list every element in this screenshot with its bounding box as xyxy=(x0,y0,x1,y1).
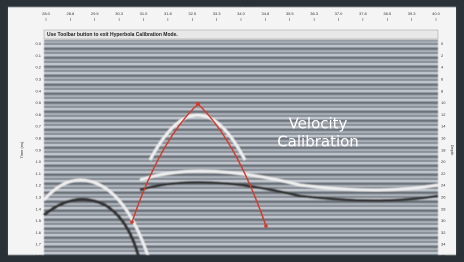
end-point xyxy=(264,224,268,228)
radargram xyxy=(44,40,438,262)
right-tick-label: 12 xyxy=(441,112,446,117)
screenshot: Position (m) 28.028.829.530.331.031.832.… xyxy=(0,0,464,262)
left-tick-label: 0.0 xyxy=(35,41,41,46)
left-tick-label: 1.5 xyxy=(35,218,41,223)
left-tick-label: 1.0 xyxy=(35,159,41,164)
left-tick-label: 0.5 xyxy=(35,100,41,105)
top-tick-label: 37.8 xyxy=(359,11,368,16)
top-tick-label: 39.3 xyxy=(408,11,417,16)
right-tick-label: 32 xyxy=(441,230,446,235)
top-tick-label: 32.5 xyxy=(188,11,197,16)
left-tick-label: 1.3 xyxy=(35,194,41,199)
right-tick-label: 20 xyxy=(441,159,446,164)
top-tick-label: 36.3 xyxy=(310,11,319,16)
right-tick-label: 24 xyxy=(441,183,446,188)
right-tick-label: 18 xyxy=(441,147,446,152)
page: {"window": { "axis_title_top": "Position… xyxy=(0,0,464,262)
top-tick-label: 35.5 xyxy=(286,11,295,16)
top-tick-label: 33.3 xyxy=(213,11,222,16)
left-tick-label: 0.1 xyxy=(35,53,41,58)
top-tick-label: 28.0 xyxy=(42,11,51,16)
right-tick-label: 16 xyxy=(441,135,446,140)
end-point xyxy=(130,220,134,224)
left-tick-label: 0.6 xyxy=(35,112,41,117)
left-tick-label: 0.4 xyxy=(35,88,41,93)
right-tick-label: 28 xyxy=(441,206,446,211)
right-tick-label: 26 xyxy=(441,194,446,199)
top-tick-label: 30.3 xyxy=(115,11,124,16)
top-tick-label: 34.0 xyxy=(237,11,246,16)
left-tick-label: 0.9 xyxy=(35,147,41,152)
top-tick-label: 28.8 xyxy=(66,11,75,16)
top-tick-label: 31.0 xyxy=(140,11,149,16)
top-tick-label: 38.5 xyxy=(383,11,392,16)
top-tick-label: 31.8 xyxy=(164,11,173,16)
left-tick-label: 0.2 xyxy=(35,65,41,70)
right-tick-label: 34 xyxy=(441,242,446,247)
right-axis-title: Depth xyxy=(450,145,455,156)
top-tick-label: 34.8 xyxy=(261,11,270,16)
left-tick-label: 0.3 xyxy=(35,76,41,81)
left-tick-label: 1.4 xyxy=(35,206,41,211)
left-tick-label: 1.1 xyxy=(35,171,41,176)
right-tick-label: 14 xyxy=(441,124,446,129)
left-tick-label: 1.2 xyxy=(35,183,41,188)
right-tick-label: 22 xyxy=(441,171,446,176)
top-tick-label: 40.0 xyxy=(432,11,441,16)
apex-point xyxy=(196,102,200,106)
left-axis-title: Time (ns) xyxy=(19,141,24,158)
overlay-text: Calibration xyxy=(277,133,359,151)
left-tick-label: 0.7 xyxy=(35,124,41,129)
status-text: Use Toolbar button to exit Hyperbola Cal… xyxy=(47,32,178,38)
overlay-text: Velocity xyxy=(289,115,348,133)
left-tick-label: 1.6 xyxy=(35,230,41,235)
right-tick-label: 30 xyxy=(441,218,446,223)
top-tick-label: 37.0 xyxy=(335,11,344,16)
left-tick-label: 1.7 xyxy=(35,242,41,247)
left-tick-label: 0.8 xyxy=(35,135,41,140)
top-tick-label: 29.5 xyxy=(91,11,100,16)
right-tick-label: 10 xyxy=(441,100,446,105)
